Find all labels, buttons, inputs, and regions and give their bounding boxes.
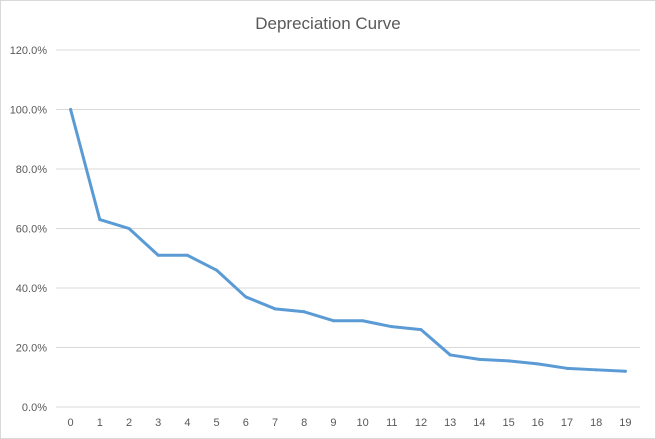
- x-tick-label: 2: [126, 417, 132, 429]
- data-point: [361, 319, 365, 323]
- data-point: [69, 108, 73, 111]
- x-tick-label: 9: [330, 417, 336, 429]
- chart-title: Depreciation Curve: [255, 14, 401, 33]
- series: [69, 108, 627, 373]
- x-tick-label: 18: [590, 417, 602, 429]
- data-point: [215, 268, 219, 272]
- data-point: [98, 218, 102, 222]
- data-point: [594, 368, 598, 372]
- data-point: [156, 253, 160, 257]
- x-tick-label: 8: [301, 417, 307, 429]
- x-tick-label: 14: [473, 417, 485, 429]
- data-point: [302, 310, 306, 314]
- data-point: [244, 295, 248, 299]
- x-tick-label: 10: [356, 417, 368, 429]
- x-tick-label: 7: [272, 417, 278, 429]
- x-tick-label: 16: [532, 417, 544, 429]
- data-point: [623, 369, 627, 373]
- x-tick-label: 15: [502, 417, 514, 429]
- y-tick-label: 0.0%: [22, 402, 47, 414]
- data-point: [419, 328, 423, 332]
- x-tick-label: 5: [214, 417, 220, 429]
- y-tick-label: 40.0%: [16, 283, 47, 295]
- data-point: [536, 362, 540, 366]
- x-tick-label: 12: [415, 417, 427, 429]
- x-tick-label: 17: [561, 417, 573, 429]
- y-tick-label: 100.0%: [10, 105, 48, 117]
- y-tick-label: 120.0%: [10, 45, 48, 57]
- x-tick-label: 3: [155, 417, 161, 429]
- data-point: [390, 325, 394, 329]
- y-tick-label: 20.0%: [16, 343, 47, 355]
- data-point: [331, 319, 335, 323]
- data-point: [185, 253, 189, 257]
- x-tick-label: 13: [444, 417, 456, 429]
- x-tick-label: 4: [184, 417, 190, 429]
- data-point: [127, 227, 131, 230]
- data-point: [565, 366, 569, 370]
- x-tick-label: 19: [619, 417, 631, 429]
- data-point: [448, 353, 452, 357]
- data-point: [507, 359, 511, 363]
- data-point: [477, 357, 481, 361]
- data-point: [273, 307, 277, 311]
- x-tick-label: 0: [68, 417, 74, 429]
- x-axis-tick-labels: 0 1 2 3 4 5 6 7 8 9 10 11 12 13 14 15 16 17 18 19: [68, 417, 632, 429]
- y-tick-label: 60.0%: [16, 224, 47, 236]
- y-axis-tick-labels: 0.0% 20.0% 40.0% 60.0% 80.0% 100.0% 120.0%: [10, 45, 48, 414]
- gridlines: [56, 49, 640, 408]
- x-tick-label: 1: [97, 417, 103, 429]
- y-tick-label: 80.0%: [16, 164, 47, 176]
- series-line: [69, 108, 627, 373]
- x-tick-label: 11: [386, 417, 397, 429]
- x-tick-label: 6: [243, 417, 249, 429]
